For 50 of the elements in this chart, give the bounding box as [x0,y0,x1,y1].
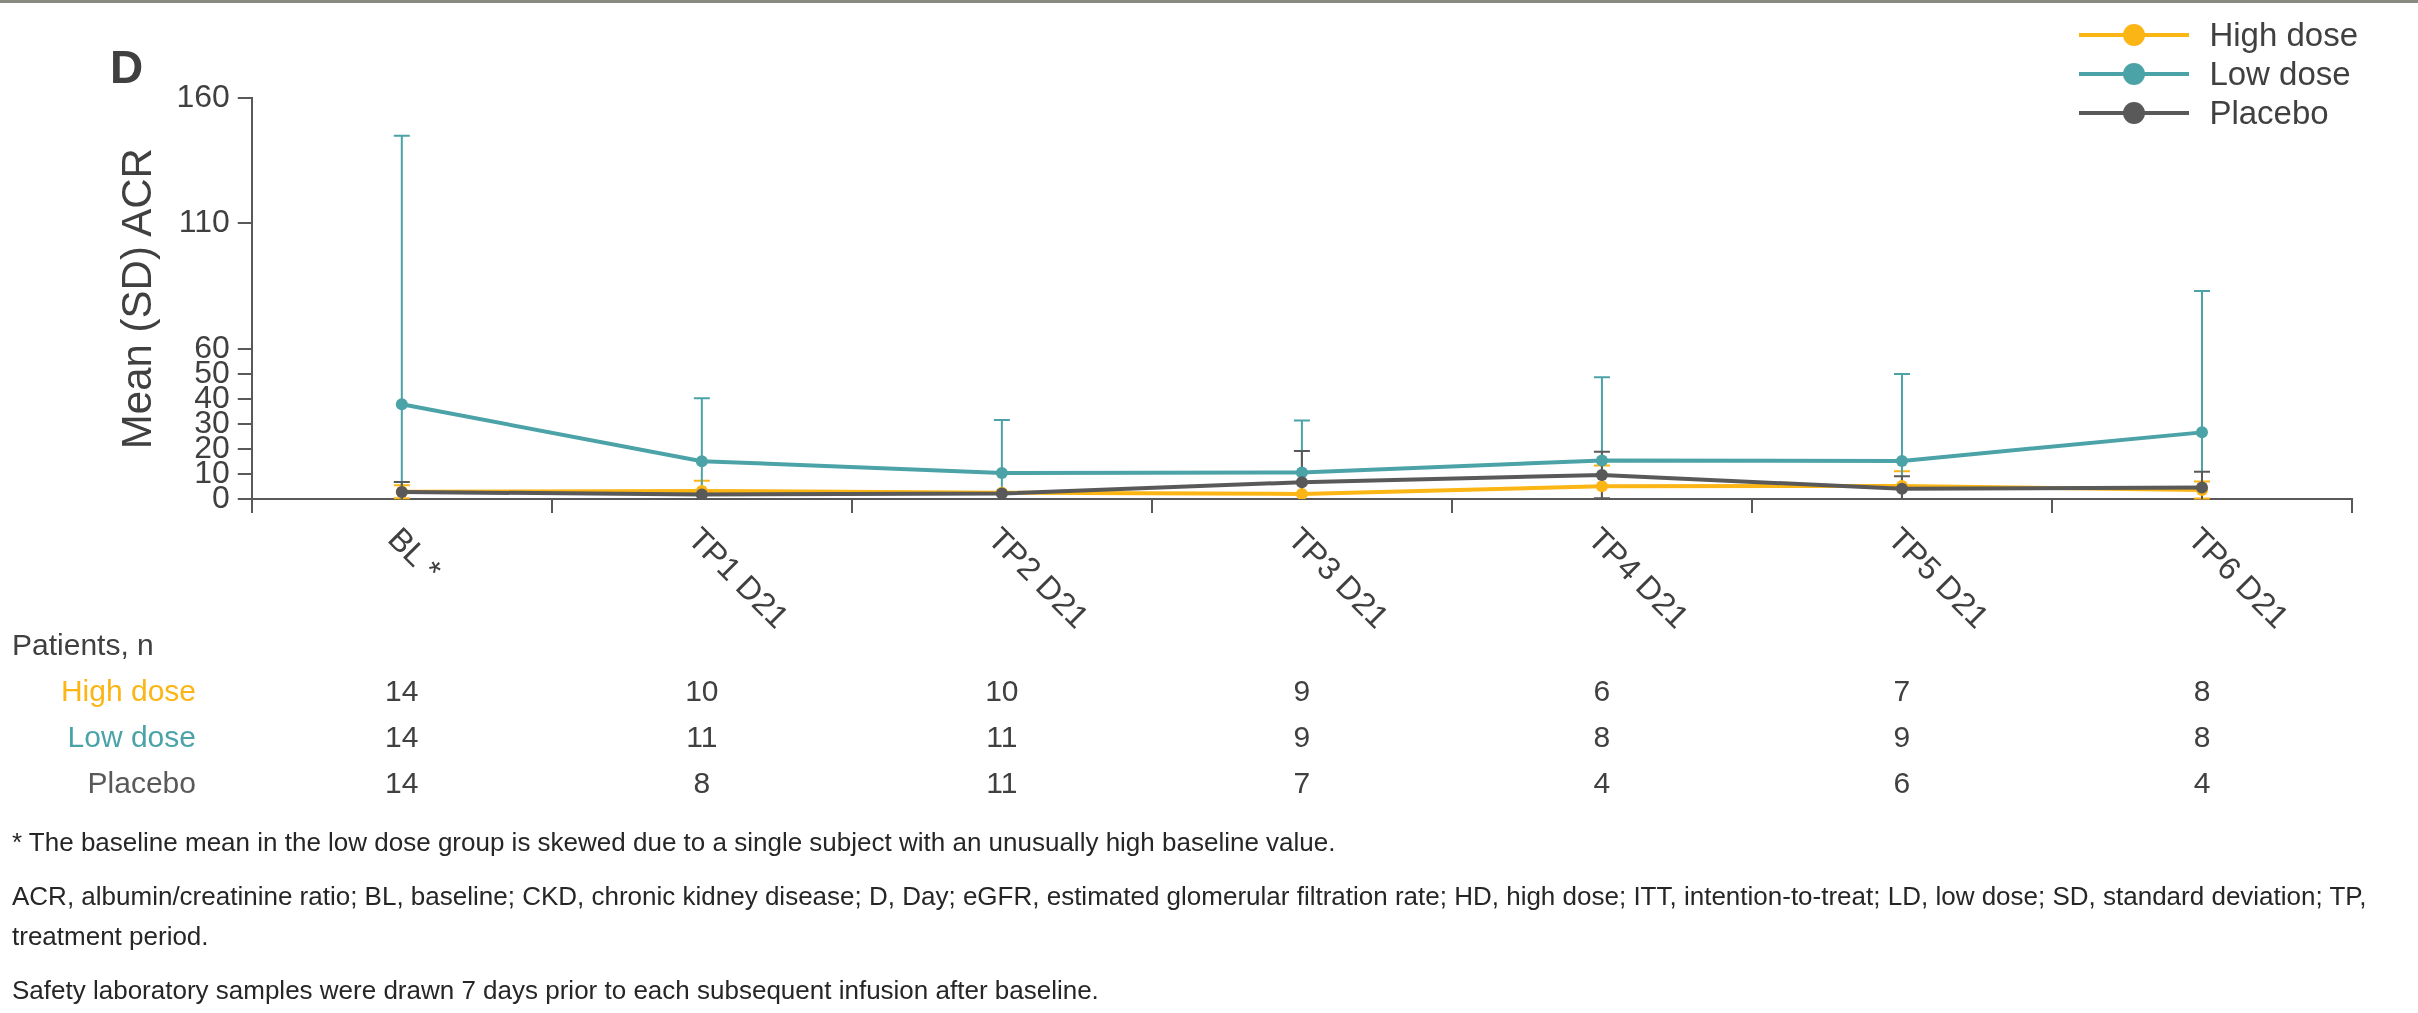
point [1595,480,1608,493]
x-tick-label: TP5 D21 [1881,520,1996,636]
text: 11 [686,720,718,754]
text: Safety laboratory samples were drawn 7 days prior to each subsequent infusion after baseline. [12,974,1100,1007]
point [695,455,708,468]
point [2195,426,2208,439]
point [395,398,408,411]
point [1295,476,1308,489]
point [995,466,1008,479]
text: 14 [385,766,419,800]
text: 8 [693,766,711,800]
chart-title: D [110,41,144,94]
legend-label: Low dose [2209,54,2351,93]
text: 6 [1593,674,1611,708]
point [1595,454,1608,467]
text: 4 [1593,766,1611,800]
text: * The baseline mean in the low dose group is skewed due to a single subject with an unusually high baseline value. [12,826,1337,859]
text: 7 [1893,674,1911,708]
text: 4 [2193,766,2211,800]
text: 10 [685,674,719,708]
text: 11 [986,766,1018,800]
x-tick-label: TP6 D21 [2181,520,2297,636]
y-axis-title: Mean (SD) ACR [112,148,160,450]
text: 14 [385,720,419,754]
x-tick-label: TP3 D21 [1281,520,1396,636]
text: 8 [2193,720,2211,754]
y-tick-label: 160 [176,78,230,115]
legend-label: Placebo [2209,93,2329,132]
x-tick-label: TP4 D21 [1581,520,1696,636]
text: Placebo [87,766,196,800]
y-tick-label: 110 [178,203,230,240]
text: 10 [985,674,1019,708]
point [1895,454,1908,467]
text: ACR, albumin/creatinine ratio; BL, baseline; CKD, chronic kidney disease; D, Day; eGFR, estimated glomerular filtration rate; HD, high dose; ITT, intention-to-treat; LD, low dose; SD, standard deviation; TP, treatment period. [12,880,2368,953]
text: 7 [1293,766,1311,800]
text: High dose [60,674,196,708]
text: Patients, n [12,628,154,662]
text: 11 [986,720,1018,754]
text: Low dose [67,720,196,754]
x-tick-label: BL * [381,520,449,588]
text: 8 [2193,674,2211,708]
text: 9 [1893,720,1911,754]
point [1295,487,1308,499]
text: 14 [385,674,419,708]
point [1595,468,1608,481]
legend-label: High dose [2209,15,2358,54]
text: 6 [1893,766,1911,800]
text: 9 [1293,674,1311,708]
text: 8 [1593,720,1611,754]
text: 9 [1293,720,1311,754]
